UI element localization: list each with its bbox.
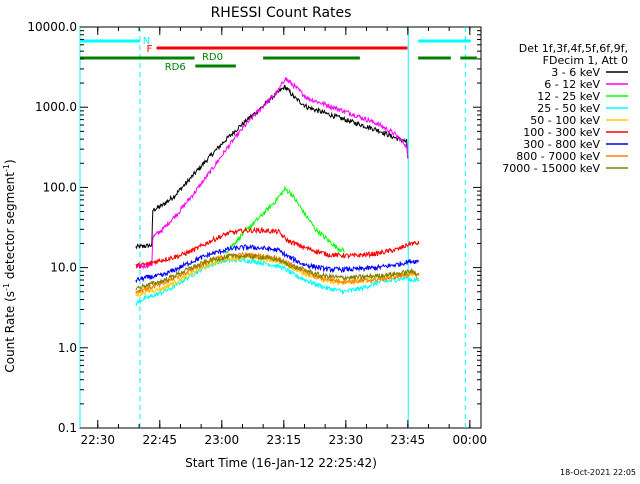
legend-label: 800 - 7000 keV	[516, 150, 600, 163]
legend-label: 3 - 6 keV	[551, 66, 600, 79]
chart-title: RHESSI Count Rates	[211, 5, 352, 21]
y-tick-label: 1.0	[58, 341, 77, 355]
y-tick-label: 100.0	[43, 180, 77, 194]
series-line-6	[135, 244, 420, 284]
state-flags: NF RD0 RD6	[80, 36, 477, 73]
series-line-5	[135, 226, 420, 269]
legend-label: 25 - 50 keV	[537, 102, 600, 115]
legend-label: 100 - 300 keV	[523, 126, 600, 139]
footer-timestamp: 18-Oct-2021 22:05	[560, 468, 636, 477]
x-tick-label: 00:00	[453, 433, 488, 447]
series-lines	[135, 77, 420, 306]
x-tick-label: 22:45	[142, 433, 177, 447]
y-tick-label: 10000.0	[27, 20, 77, 34]
legend-label: 50 - 100 keV	[530, 114, 600, 127]
x-tick-label: 23:00	[205, 433, 240, 447]
legend-label: 6 - 12 keV	[544, 78, 600, 91]
flag-n-label: N	[143, 36, 150, 47]
x-tick-label: 23:45	[391, 433, 426, 447]
axes: 22:30 22:45 23:00 23:15 23:30 23:45 00:00 0.1 1.…	[27, 20, 487, 447]
y-tick-label: 10.0	[50, 261, 77, 275]
series-line-8	[135, 252, 420, 291]
flag-rd0-label: RD0	[202, 52, 223, 63]
legend: Det 1f,3f,4f,5f,6f,9f, FDecim 1, Att 0 3…	[502, 42, 628, 175]
legend-label: 300 - 800 keV	[523, 138, 600, 151]
y-axis-label: Count Rate (s-1 detector segment-1)	[2, 159, 17, 372]
legend-label: 12 - 25 keV	[537, 90, 600, 103]
x-tick-label: 23:15	[267, 433, 302, 447]
series-line-0	[135, 84, 409, 250]
legend-label: 7000 - 15000 keV	[502, 162, 600, 175]
x-axis-label: Start Time (16-Jan-12 22:25:42)	[185, 456, 377, 470]
series-line-7	[135, 251, 420, 295]
flag-f-label: F	[146, 44, 152, 55]
time-markers	[79, 27, 466, 428]
x-tick-label: 22:30	[80, 433, 115, 447]
series-line-3	[135, 257, 420, 306]
x-tick-label: 23:30	[329, 433, 364, 447]
y-tick-label: 1000.0	[35, 100, 77, 114]
flag-rd6-label: RD6	[165, 62, 186, 73]
y-tick-label: 0.1	[58, 421, 77, 435]
series-line-1	[135, 77, 409, 270]
legend-header-line-1: Det 1f,3f,4f,5f,6f,9f,	[519, 42, 628, 55]
legend-header-line-2: FDecim 1, Att 0	[543, 54, 628, 67]
series-line-2	[224, 185, 345, 255]
